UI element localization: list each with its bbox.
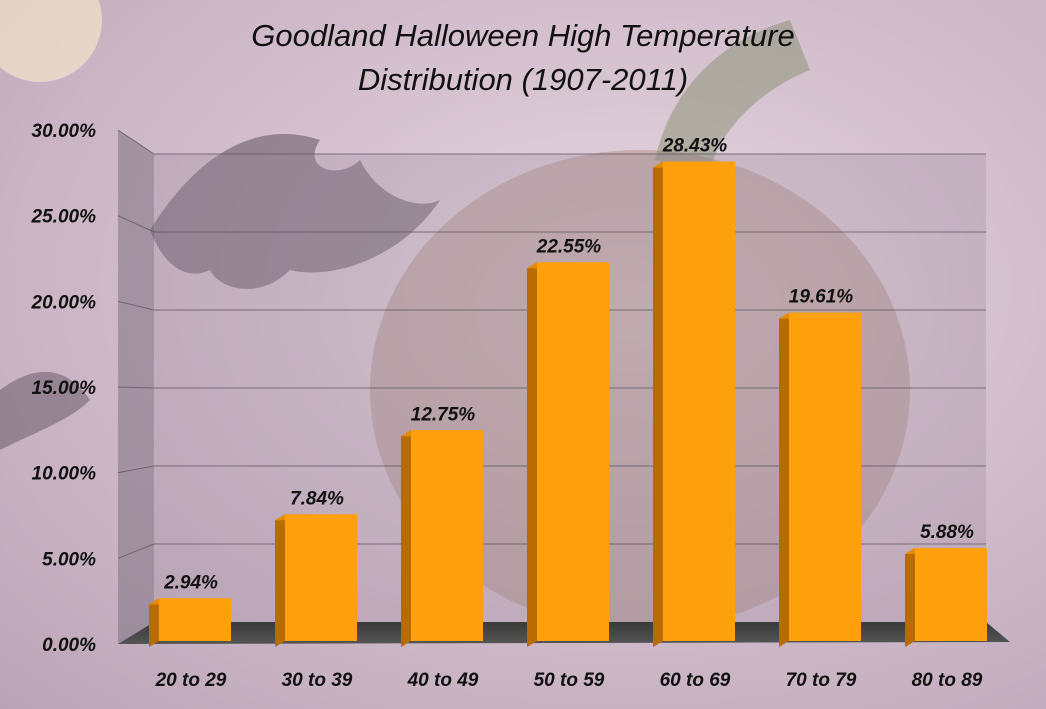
bar-front <box>285 514 357 641</box>
x-tick-label: 30 to 39 <box>282 670 353 691</box>
bar-70-to-79 <box>779 312 861 647</box>
pumpkin-icon <box>370 150 910 630</box>
gridline <box>117 215 986 233</box>
bar-front <box>159 598 231 641</box>
x-tick-label: 70 to 79 <box>786 670 857 691</box>
bar-front <box>411 430 483 641</box>
bar-side <box>779 312 789 647</box>
x-tick-label: 20 to 29 <box>155 670 227 691</box>
bar-side <box>905 547 915 647</box>
bar-side <box>527 262 537 647</box>
data-label: 5.88% <box>920 522 974 543</box>
data-label: 28.43% <box>662 136 728 157</box>
bar-front <box>789 312 861 641</box>
bar-side <box>275 514 285 647</box>
x-tick-label: 80 to 89 <box>912 670 983 691</box>
bar-40-to-49 <box>401 430 483 647</box>
bat-icon-small <box>0 371 90 450</box>
y-axis: 0.00% 5.00% 10.00% 15.00% 20.00% 25.00% 30.00% <box>31 121 97 656</box>
bars <box>149 161 987 647</box>
gridline <box>117 129 986 155</box>
x-axis: 20 to 29 30 to 39 40 to 49 50 to 59 60 to 69… <box>155 670 983 691</box>
pumpkin-stem-icon <box>655 20 810 170</box>
bar-side <box>401 430 411 647</box>
data-label: 7.84% <box>290 488 344 509</box>
data-label: 19.61% <box>789 287 854 308</box>
bar-60-to-69 <box>653 161 735 647</box>
y-tick-label: 20.00% <box>31 292 97 313</box>
bar-20-to-29 <box>149 598 231 647</box>
data-label: 2.94% <box>163 572 218 593</box>
x-tick-label: 50 to 59 <box>534 670 605 691</box>
bar-front <box>663 161 735 641</box>
x-tick-label: 60 to 69 <box>660 670 731 691</box>
moon-icon <box>0 0 102 82</box>
chart-title-line-2: Distribution (1907-2011) <box>358 62 688 97</box>
chart-title-line-1: Goodland Halloween High Temperature <box>251 18 794 53</box>
bar-50-to-59 <box>527 262 609 647</box>
bar-side <box>149 598 159 647</box>
bar-80-to-89 <box>905 547 987 647</box>
data-label: 22.55% <box>536 236 602 257</box>
bar-front <box>915 547 987 641</box>
bar-side <box>653 161 663 647</box>
bat-icon <box>150 134 440 289</box>
y-tick-label: 30.00% <box>32 121 97 142</box>
data-labels: 2.94% 7.84% 12.75% 22.55% 28.43% 19.61% 5.88% <box>163 136 974 594</box>
y-tick-label: 0.00% <box>42 635 96 656</box>
y-tick-label: 5.00% <box>42 549 96 570</box>
bar-front <box>537 262 609 641</box>
y-tick-label: 15.00% <box>32 378 97 399</box>
y-tick-label: 10.00% <box>32 464 97 485</box>
data-label: 12.75% <box>411 404 476 425</box>
y-tick-label: 25.00% <box>31 207 97 228</box>
bar-30-to-39 <box>275 514 357 647</box>
x-tick-label: 40 to 49 <box>407 670 479 691</box>
